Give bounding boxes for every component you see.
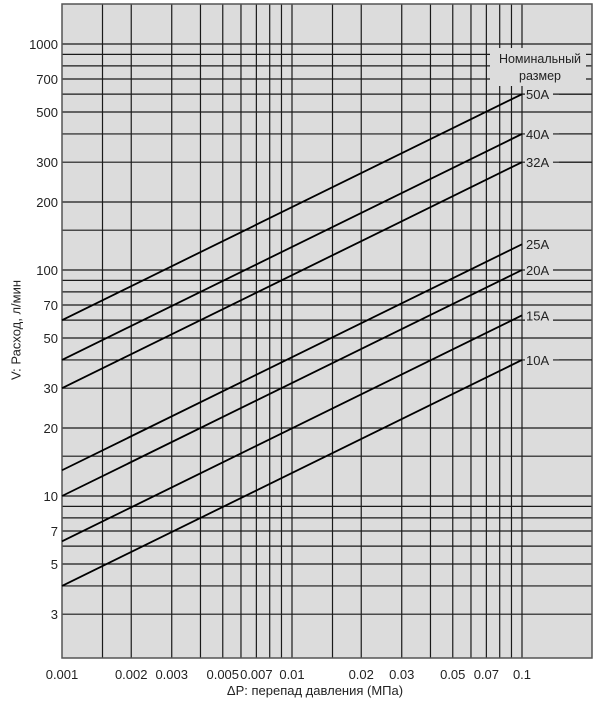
y-tick-label: 700 xyxy=(36,72,58,87)
x-tick-label: 0.03 xyxy=(389,667,414,682)
legend-title-background xyxy=(490,48,586,86)
series-line-32A xyxy=(61,161,523,389)
y-tick-label: 50 xyxy=(44,331,58,346)
series-label-40A: 40A xyxy=(526,127,549,142)
x-tick-label: 0.05 xyxy=(440,667,465,682)
y-tick-label: 30 xyxy=(44,381,58,396)
series-label-20A: 20A xyxy=(526,263,549,278)
y-tick-label: 5 xyxy=(51,557,58,572)
x-tick-label: 0.005 xyxy=(206,667,239,682)
series-label-bg xyxy=(525,153,553,170)
x-tick-label: 0.07 xyxy=(474,667,499,682)
y-axis-label-container: V: Расход, л/мин xyxy=(6,200,26,460)
x-tick-label: 0.001 xyxy=(46,667,79,682)
series-label-15A: 15A xyxy=(526,308,549,323)
series-line-40A xyxy=(61,133,523,361)
y-tick-label: 1000 xyxy=(29,37,58,52)
series-label-10A: 10A xyxy=(526,353,549,368)
y-tick-label: 3 xyxy=(51,607,58,622)
series-line-20A xyxy=(61,269,523,497)
x-axis-label: ΔP: перепад давления (МПа) xyxy=(226,683,404,698)
series-label-bg xyxy=(525,124,553,141)
series-label-bg xyxy=(525,85,553,102)
x-tick-label: 0.01 xyxy=(279,667,304,682)
series-line-15A xyxy=(61,314,523,543)
series-line-50A xyxy=(61,93,523,321)
y-tick-label: 500 xyxy=(36,105,58,120)
legend-title-line2: размер xyxy=(519,69,561,83)
x-tick-label: 0.007 xyxy=(240,667,273,682)
y-tick-label: 200 xyxy=(36,195,58,210)
y-tick-label: 7 xyxy=(51,524,58,539)
series-label-50A: 50A xyxy=(526,87,549,102)
series-label-bg xyxy=(525,350,553,367)
plot-border xyxy=(61,3,593,659)
y-tick-label: 300 xyxy=(36,155,58,170)
y-tick-label: 100 xyxy=(36,263,58,278)
y-tick-label: 20 xyxy=(44,421,58,436)
series-label-bg xyxy=(525,306,553,323)
series-label-32A: 32A xyxy=(526,155,549,170)
y-axis-label: V: Расход, л/мин xyxy=(8,279,24,381)
series-label-25A: 25A xyxy=(526,237,549,252)
series-label-bg xyxy=(525,235,553,252)
x-tick-label: 0.002 xyxy=(115,667,148,682)
x-tick-label: 0.02 xyxy=(349,667,374,682)
legend-title-line1: Номинальный xyxy=(499,52,581,66)
series-label-bg xyxy=(525,261,553,277)
x-tick-label: 0.003 xyxy=(155,667,188,682)
x-tick-label: 0.1 xyxy=(513,667,531,682)
plot-area xyxy=(62,4,592,658)
series-line-10A xyxy=(61,359,523,587)
y-tick-label: 10 xyxy=(44,489,58,504)
y-tick-label: 70 xyxy=(44,298,58,313)
series-line-25A xyxy=(61,243,523,472)
